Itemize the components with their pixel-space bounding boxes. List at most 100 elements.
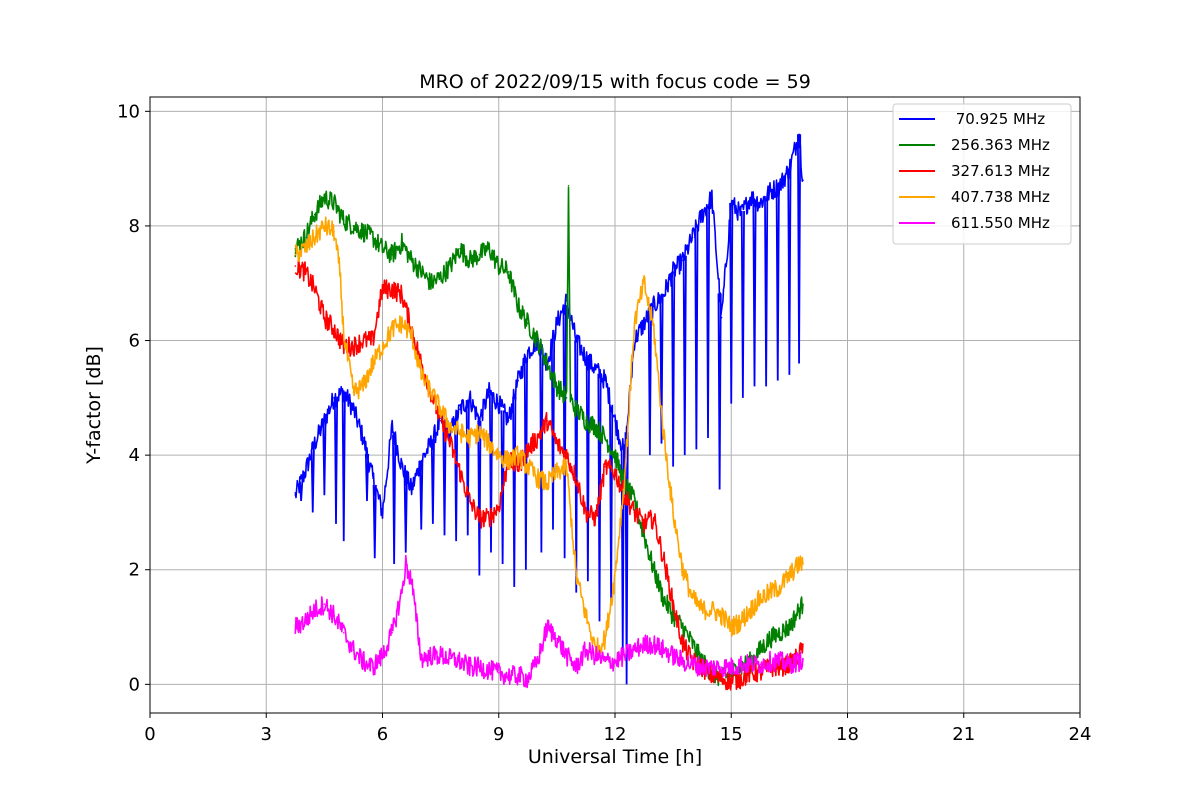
data-point: [614, 660, 616, 663]
legend-label: 611.550 MHz: [951, 214, 1050, 232]
data-point: [614, 471, 616, 474]
data-point: [497, 265, 500, 267]
spike-dip: [775, 186, 780, 381]
data-point: [304, 620, 306, 623]
series-line: [294, 554, 804, 689]
data-point: [507, 419, 510, 422]
data-point: [788, 574, 791, 577]
data-point: [604, 437, 607, 439]
y-tick-label: 0: [129, 674, 140, 695]
data-point: [594, 517, 597, 519]
legend-label: 327.613 MHz: [951, 162, 1050, 180]
data-point: [323, 225, 326, 227]
data-point: [507, 674, 510, 677]
spike-dip: [523, 357, 528, 570]
data-point: [449, 265, 452, 267]
spike-dip: [705, 204, 711, 438]
legend-label: 407.738 MHz: [951, 188, 1050, 206]
data-point: [740, 677, 742, 680]
data-point: [662, 293, 665, 296]
series-line: [294, 186, 804, 687]
series-1: [294, 133, 804, 685]
data-point: [749, 663, 752, 666]
data-point: [339, 270, 341, 273]
data-point: [575, 574, 578, 577]
x-tick-label: 0: [144, 724, 155, 745]
data-point: [459, 248, 461, 250]
spike-dip: [597, 373, 602, 622]
data-point: [652, 643, 655, 646]
spike-dip: [341, 392, 346, 542]
data-point: [798, 609, 800, 611]
data-point: [410, 580, 413, 583]
data-point: [362, 230, 364, 233]
spike-dip: [659, 296, 664, 444]
data-point: [420, 374, 423, 376]
data-point: [749, 196, 752, 199]
data-point: [362, 660, 364, 663]
data-point: [478, 517, 481, 519]
data-point: [404, 563, 407, 565]
data-point: [459, 660, 461, 663]
data-point: [614, 574, 616, 577]
data-point: [468, 666, 471, 668]
data-point: [497, 505, 500, 508]
legend-label: 256.363 MHz: [951, 136, 1050, 154]
data-point: [604, 637, 607, 640]
data-point: [391, 631, 393, 634]
data-point: [304, 248, 306, 250]
data-point: [633, 649, 636, 651]
data-point: [798, 660, 800, 663]
series-line: [294, 257, 804, 691]
data-point: [420, 270, 423, 273]
data-point: [585, 511, 587, 514]
data-point: [323, 196, 326, 199]
spike-dip: [585, 360, 590, 582]
spike-dip: [310, 449, 315, 513]
data-point: [604, 465, 607, 468]
spike-dip: [454, 418, 459, 542]
y-tick-label: 2: [129, 560, 140, 581]
data-point: [594, 654, 597, 657]
data-point: [391, 288, 393, 290]
data-point: [633, 511, 636, 514]
data-point: [313, 442, 316, 445]
spike-dip: [442, 425, 447, 536]
data-point: [352, 391, 355, 393]
data-point: [420, 657, 423, 660]
data-point: [401, 591, 403, 594]
spike-dip: [717, 293, 722, 490]
data-point: [333, 230, 335, 233]
data-point: [575, 666, 578, 668]
spike-dip: [647, 313, 652, 456]
y-tick-label: 6: [129, 331, 140, 352]
data-point: [381, 654, 384, 657]
data-point: [623, 654, 626, 657]
data-point: [604, 660, 607, 663]
series-layer: [294, 133, 804, 691]
data-point: [527, 351, 529, 353]
data-point: [749, 672, 752, 674]
data-point: [672, 654, 674, 657]
data-point: [556, 471, 558, 474]
data-point: [633, 500, 636, 502]
spike-dip: [465, 400, 470, 536]
spike-dip: [764, 196, 769, 387]
data-point: [652, 517, 655, 519]
spike-dip: [539, 349, 544, 553]
data-point: [381, 511, 384, 514]
data-point: [759, 663, 762, 666]
data-point: [633, 322, 636, 325]
spike-dip: [419, 460, 424, 530]
data-point: [430, 654, 432, 657]
data-point: [546, 626, 548, 628]
data-point: [304, 270, 306, 273]
data-point: [662, 431, 665, 434]
data-point: [527, 677, 529, 680]
spike-dip: [729, 203, 734, 404]
data-point: [323, 316, 326, 319]
data-point: [313, 609, 316, 611]
legend: 70.925 MHz 256.363 MHz 327.613 MHz 407.738 …: [892, 103, 1072, 245]
data-point: [802, 563, 804, 565]
data-point: [313, 213, 316, 216]
